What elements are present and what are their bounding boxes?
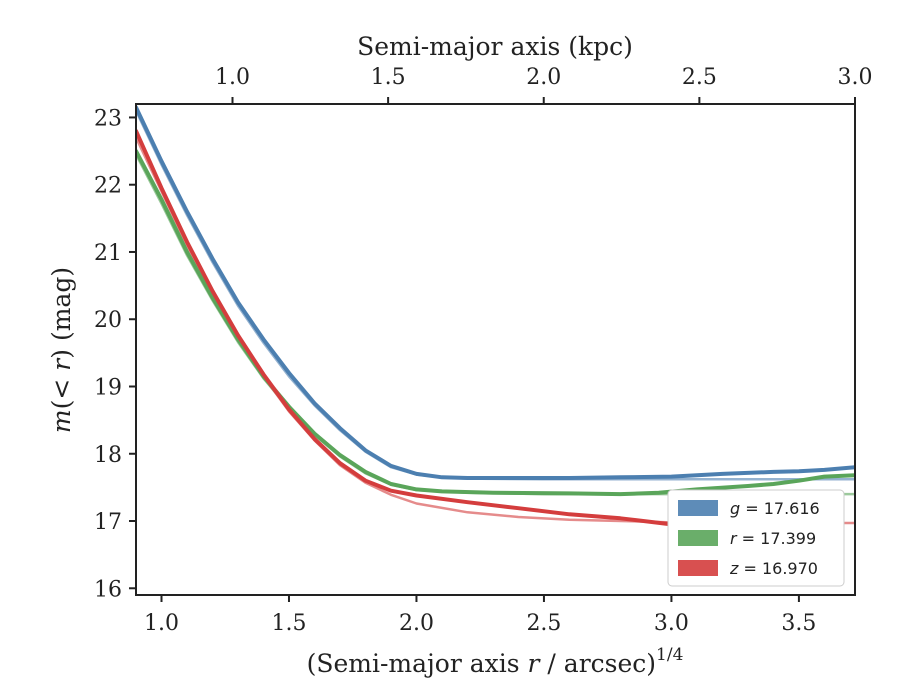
profile-line-r — [136, 149, 855, 497]
y-axis-title: m(< r) (mag) — [47, 267, 76, 433]
model-line-z — [136, 137, 855, 525]
legend-swatch-g — [678, 500, 718, 516]
bottom-x-ticks: 1.0 1.5 2.0 2.5 3.0 3.5 — [144, 595, 816, 636]
x-tick-label: 2.0 — [399, 611, 434, 636]
top-x-tick-label: 1.0 — [215, 65, 250, 90]
model-line-r — [136, 153, 855, 496]
model-line-g — [136, 110, 855, 481]
legend-swatch-r — [678, 530, 718, 546]
y-tick-label: 16 — [94, 577, 122, 602]
top-x-tick-label: 2.0 — [526, 65, 561, 90]
x-tick-label: 3.5 — [781, 611, 816, 636]
legend: g = 17.616 r = 17.399 z = 16.970 — [667, 489, 845, 587]
legend-label-z: z = 16.970 — [729, 559, 818, 578]
left-y-ticks: 16 17 18 19 20 21 22 23 — [94, 106, 136, 602]
top-x-tick-label: 2.5 — [682, 65, 717, 90]
profile-line-g — [136, 105, 855, 480]
y-tick-label: 22 — [94, 174, 122, 199]
top-x-tick-label: 3.0 — [838, 65, 873, 90]
legend-label-g: g = 17.616 — [730, 499, 820, 518]
y-tick-label: 23 — [94, 106, 122, 131]
y-tick-label: 21 — [94, 241, 122, 266]
model-curves — [136, 110, 855, 525]
y-tick-label: 17 — [94, 510, 122, 535]
top-x-tick-label: 1.5 — [371, 65, 406, 90]
x-tick-label: 2.5 — [526, 611, 561, 636]
x-tick-label: 1.0 — [144, 611, 179, 636]
legend-swatch-z — [678, 560, 718, 576]
y-tick-label: 20 — [94, 308, 122, 333]
plot-frame — [135, 103, 856, 596]
legend-label-r: r = 17.399 — [730, 529, 816, 548]
x-axis-title: (Semi-major axis r / arcsec)1/4 — [307, 645, 684, 678]
top-x-ticks: 1.0 1.5 2.0 2.5 3.0 — [215, 65, 873, 104]
x-tick-label: 1.5 — [271, 611, 306, 636]
y-tick-label: 18 — [94, 443, 122, 468]
top-x-axis-title: Semi-major axis (kpc) — [357, 32, 633, 61]
x-tick-label: 3.0 — [654, 611, 689, 636]
y-tick-label: 19 — [94, 375, 122, 400]
